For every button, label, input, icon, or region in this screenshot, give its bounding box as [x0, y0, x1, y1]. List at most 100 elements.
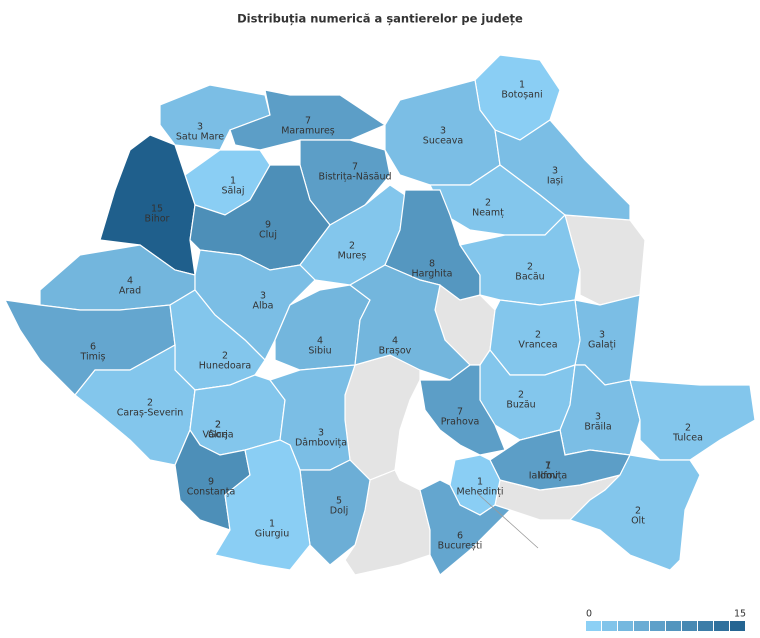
county-name: Harghita — [412, 269, 453, 280]
county-name: Mureș — [338, 251, 367, 262]
county-value: 4 — [127, 276, 133, 287]
county-name: Bacău — [515, 272, 544, 283]
county-value: 2 — [635, 506, 641, 517]
county-name: Sibiu — [308, 346, 331, 357]
county-value: 4 — [317, 336, 323, 347]
county-name: Botoșani — [501, 90, 542, 101]
county-value: 3 — [197, 122, 203, 133]
county-value: 7 — [305, 116, 311, 127]
leader-line — [477, 493, 539, 549]
county — [214, 439, 311, 571]
county-name: Tulcea — [672, 433, 703, 444]
county-name: Gorj — [208, 430, 228, 441]
county-name: Suceava — [423, 136, 463, 147]
legend-swatch — [634, 621, 649, 631]
county-value: 7 — [352, 162, 358, 173]
county-value: 8 — [429, 259, 435, 270]
county-name: Olt — [631, 516, 645, 527]
county-name: București — [438, 541, 483, 552]
county-name: Dâmbovița — [295, 438, 347, 449]
county-value: 2 — [527, 262, 533, 273]
county — [419, 479, 512, 576]
county-name: Hunedoara — [199, 361, 251, 372]
county-value: 2 — [222, 351, 228, 362]
county-value: 5 — [336, 496, 342, 507]
county — [629, 379, 756, 461]
county-name: Dolj — [330, 506, 348, 517]
map-title: Distribuția numerică a șantierelor pe ju… — [237, 12, 523, 26]
county-value: 2 — [349, 241, 355, 252]
legend-swatch — [650, 621, 665, 631]
county-name: Alba — [253, 301, 274, 312]
county-value: 4 — [392, 336, 398, 347]
county-name: Constanța — [187, 487, 236, 498]
county-value: 7 — [545, 461, 551, 472]
county-value: 7 — [457, 407, 463, 418]
county-value: 3 — [595, 412, 601, 423]
county-name: Bihor — [145, 214, 170, 225]
legend-swatch — [618, 621, 633, 631]
county-name: Vâlcea — [202, 430, 233, 441]
legend-swatch — [666, 621, 681, 631]
county-name: Brăila — [584, 422, 611, 433]
county-name: Mehedinți — [457, 487, 504, 498]
county-name: Buzău — [506, 400, 535, 411]
county-value: 15 — [151, 204, 163, 215]
county-value: 2 — [485, 198, 491, 209]
county-value: 3 — [599, 330, 605, 341]
county-value: 3 — [260, 291, 266, 302]
county-value: 3 — [318, 428, 324, 439]
county-name: Bistrița-Năsăud — [318, 172, 391, 183]
county-value: 2 — [215, 420, 221, 431]
county-value: 6 — [457, 531, 463, 542]
county-value: 9 — [208, 477, 214, 488]
county-value: 2 — [147, 398, 153, 409]
legend-max-label: 15 — [734, 609, 746, 620]
legend-swatch — [682, 621, 697, 631]
county-value: 9 — [265, 220, 271, 231]
county-name: Sălaj — [222, 186, 245, 197]
county-name: Prahova — [441, 417, 480, 428]
county-value: 2 — [685, 423, 691, 434]
county-name: Timiș — [80, 352, 106, 363]
county-name: Vrancea — [518, 340, 557, 351]
county-name: Cluj — [259, 230, 277, 241]
county-value: 1 — [230, 176, 236, 187]
county-name: Galați — [588, 340, 616, 351]
county-value: 2 — [535, 330, 541, 341]
county-name: Satu Mare — [176, 132, 224, 143]
county-name: Brașov — [379, 346, 412, 357]
county-name: Giurgiu — [255, 529, 289, 540]
county — [568, 454, 701, 571]
county-value: 1 — [519, 80, 525, 91]
county-value: 1 — [477, 477, 483, 488]
county — [419, 364, 506, 456]
legend-swatch — [586, 621, 601, 631]
county-value: 3 — [440, 126, 446, 137]
legend-swatch — [730, 621, 745, 631]
county-value: 3 — [552, 166, 558, 177]
county-value: 1 — [545, 461, 551, 472]
county-value: 1 — [269, 519, 275, 530]
county-value: 6 — [90, 342, 96, 353]
county-name: Arad — [119, 286, 141, 297]
county-name: Ilfov — [538, 471, 559, 482]
county-name: Caraș-Severin — [117, 408, 183, 419]
legend-swatch — [714, 621, 729, 631]
county-value: 2 — [518, 390, 524, 401]
legend-min-label: 0 — [586, 609, 592, 620]
county-value: 2 — [215, 420, 221, 431]
county-name: Neamț — [472, 208, 504, 219]
legend: 0 15 — [586, 609, 746, 631]
county-name: Iași — [547, 176, 563, 187]
county-name: Ialomița — [529, 471, 568, 482]
legend-swatch — [698, 621, 713, 631]
legend-swatch — [602, 621, 617, 631]
no-data-region — [344, 354, 421, 481]
counties — [3, 54, 756, 576]
county-name: Maramureș — [281, 126, 335, 137]
